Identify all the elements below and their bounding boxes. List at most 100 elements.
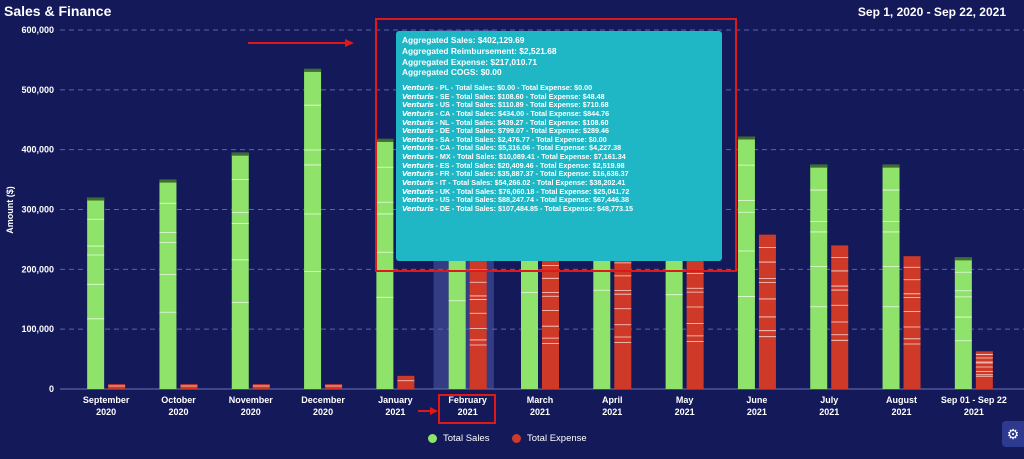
tooltip-store: Venturis — [402, 108, 434, 118]
x-tick-label: Sep 01 - Sep 22 — [941, 395, 1007, 405]
tooltip-store: Venturis — [402, 134, 434, 144]
x-tick-label: January — [378, 395, 413, 405]
tooltip-store: Venturis — [402, 195, 434, 205]
y-tick-label: 0 — [49, 384, 54, 394]
expense-bar — [686, 248, 704, 389]
tooltip-store: Venturis — [402, 100, 434, 110]
tooltip-row: Venturis - PL - Total Sales: $0.00 - Tot… — [402, 83, 716, 93]
sales-bar-top — [737, 136, 755, 140]
x-tick-label: August — [886, 395, 917, 405]
tooltip-aggregate: Aggregated Expense: $217,010.71 — [402, 56, 537, 67]
tooltip-store: Venturis — [402, 143, 434, 153]
x-tick-label: June — [746, 395, 767, 405]
legend-label: Total Sales — [443, 433, 490, 444]
tooltip-row-values: - MX - Total Sales: $10,089.41 - Total E… — [433, 152, 626, 162]
x-tick-label-year: 2021 — [819, 407, 839, 417]
tooltip-store: Venturis — [402, 152, 434, 162]
tooltip-aggregate: Aggregated Sales: $402,129.69 — [402, 35, 525, 45]
sales-bar — [737, 136, 755, 389]
y-tick-label: 500,000 — [21, 85, 54, 95]
y-tick-label: 400,000 — [21, 145, 54, 155]
tooltip-row: Venturis - FR - Total Sales: $35,887.37 … — [402, 170, 716, 179]
sales-bar-top — [376, 138, 394, 142]
y-tick-label: 300,000 — [21, 205, 54, 215]
tooltip-row-values: - PL - Total Sales: $0.00 - Total Expens… — [433, 83, 593, 92]
expense-bar — [325, 384, 343, 389]
tooltip-row-values: - SA - Total Sales: $2,476.77 - Total Ex… — [433, 134, 607, 144]
gear-icon[interactable]: ⚙ — [1002, 421, 1024, 447]
sales-bar-top — [954, 257, 972, 261]
sales-bar — [810, 164, 828, 389]
expense-bar — [180, 384, 198, 389]
sales-bar — [882, 164, 900, 389]
legend-item-total-expense[interactable]: Total Expense — [512, 433, 587, 444]
x-tick-label-year: 2020 — [168, 407, 188, 417]
tooltip-row: Venturis - IT - Total Sales: $54,266.02 … — [402, 178, 716, 188]
sales-bar — [304, 68, 322, 390]
sales-bar-top — [810, 164, 828, 168]
tooltip-store: Venturis — [402, 203, 434, 213]
expense-bar — [252, 384, 270, 389]
expense-bar — [975, 351, 993, 389]
tooltip-row-values: - CA - Total Sales: $434.00 - Total Expe… — [433, 108, 610, 118]
x-tick-label: October — [161, 395, 196, 405]
x-tick-label: September — [83, 395, 130, 405]
sales-bar-top — [159, 179, 177, 183]
tooltip-row: Venturis - SE - Total Sales: $108.60 - T… — [402, 91, 716, 102]
sales-bar — [954, 257, 972, 389]
legend-item-total-sales[interactable]: Total Sales — [428, 433, 489, 444]
x-tick-label-year: 2020 — [313, 407, 333, 417]
expense-bar — [469, 259, 487, 389]
tooltip-row: Venturis - CA - Total Sales: $434.00 - T… — [402, 108, 716, 119]
sales-bar — [231, 152, 249, 389]
x-tick-label-year: 2021 — [385, 407, 405, 417]
x-tick-label-year: 2021 — [458, 407, 478, 417]
tooltip-row-values: - CA - Total Sales: $5,316.06 - Total Ex… — [433, 143, 622, 153]
expense-bar — [542, 254, 559, 389]
tooltip-row: Venturis - DE - Total Sales: $107,484.85… — [402, 203, 716, 214]
annotation-february-box — [438, 394, 496, 424]
annotation-highlight-box — [375, 18, 737, 272]
expense-bar — [831, 245, 849, 389]
x-tick-label-year: 2021 — [964, 407, 984, 417]
expense-bar — [614, 251, 632, 389]
expense-bar — [397, 375, 415, 389]
expense-bar — [758, 234, 776, 389]
sales-bar — [159, 179, 177, 389]
tooltip-row: Venturis - ES - Total Sales: $20,409.46 … — [402, 160, 716, 171]
sales-bar-top — [87, 197, 105, 201]
annotation-arrowhead — [345, 39, 354, 47]
tooltip-row-values: - DE - Total Sales: $799.07 - Total Expe… — [433, 126, 609, 136]
annotation-arrowhead-feb — [430, 407, 438, 415]
x-tick-label-year: 2021 — [747, 407, 767, 417]
tooltip-row-values: - FR - Total Sales: $35,887.37 - Total E… — [433, 169, 629, 179]
x-tick-label: April — [602, 395, 623, 405]
tooltip-aggregate: Aggregated COGS: $0.00 — [402, 67, 502, 78]
tooltip-row: Venturis - DE - Total Sales: $799.07 - T… — [402, 126, 716, 136]
tooltip-row-values: - ES - Total Sales: $20,409.46 - Total E… — [433, 160, 625, 170]
tooltip-row-values: - US - Total Sales: $88,247.74 - Total E… — [433, 195, 629, 205]
tooltip-row: Venturis - NL - Total Sales: $439.27 - T… — [402, 117, 716, 128]
tooltip-store: Venturis — [402, 117, 434, 127]
legend-dot-green — [428, 434, 437, 443]
x-tick-label: February — [448, 395, 487, 405]
tooltip-store: Venturis — [402, 186, 434, 196]
date-range[interactable]: Sep 1, 2020 - Sep 22, 2021 — [857, 5, 1006, 19]
tooltip-store: Venturis — [402, 83, 434, 92]
tooltip-row-values: - US - Total Sales: $110.89 - Total Expe… — [433, 100, 609, 110]
x-tick-label-year: 2021 — [892, 407, 912, 417]
expense-bar — [108, 384, 126, 389]
tooltip-row-values: - SE - Total Sales: $108.60 - Total Expe… — [433, 91, 605, 101]
y-tick-label: 100,000 — [21, 324, 54, 334]
y-tick-label: 600,000 — [21, 25, 54, 35]
x-tick-label: December — [301, 395, 345, 405]
x-tick-label-year: 2020 — [241, 407, 261, 417]
y-tick-label: 200,000 — [21, 264, 54, 274]
x-tick-label: July — [820, 395, 838, 405]
tooltip-row: Venturis - US - Total Sales: $110.89 - T… — [402, 100, 716, 110]
tooltip-store: Venturis — [402, 160, 434, 170]
legend-dot-red — [512, 434, 521, 443]
tooltip-row: Venturis - US - Total Sales: $88,247.74 … — [402, 196, 716, 205]
tooltip-row: Venturis - SA - Total Sales: $2,476.77 -… — [402, 134, 716, 145]
expense-bar — [903, 256, 921, 389]
